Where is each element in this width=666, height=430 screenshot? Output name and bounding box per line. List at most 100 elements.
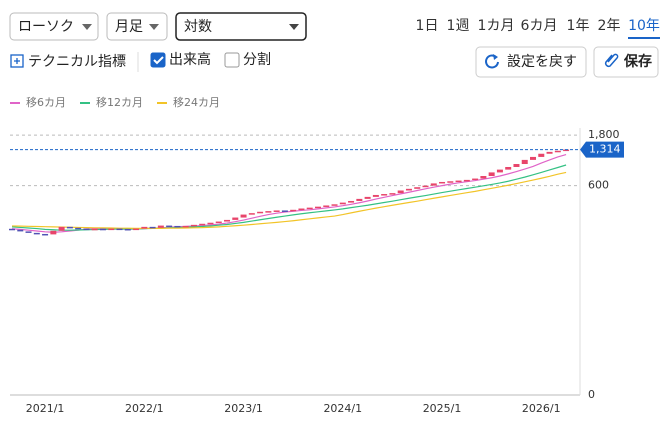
candle-body — [538, 153, 545, 157]
candle-body — [314, 206, 321, 209]
candle-body — [472, 178, 479, 181]
candle-body — [530, 156, 537, 160]
candle-body — [116, 228, 123, 231]
x-tick-label: 2026/1 — [522, 402, 561, 415]
save-button[interactable] — [593, 46, 659, 78]
candle-body — [133, 228, 140, 231]
candle-body — [174, 225, 181, 228]
candle-body — [199, 223, 206, 226]
candle-body — [447, 181, 454, 183]
candle-body — [364, 196, 371, 199]
y-tick-label: 600 — [588, 179, 609, 192]
candle-body — [521, 159, 528, 165]
dropdown[interactable] — [106, 12, 168, 41]
checkbox[interactable] — [150, 52, 166, 68]
candle-body — [397, 190, 404, 194]
x-tick-label: 2024/1 — [323, 402, 362, 415]
moving-average — [11, 153, 567, 233]
candle-body — [182, 225, 189, 228]
period-button[interactable]: 1カ月 — [478, 18, 515, 34]
moving-average — [11, 164, 567, 231]
period-button[interactable]: 1週 — [447, 18, 470, 34]
checkbox-label: 出来高 — [169, 51, 211, 68]
candle-body — [9, 228, 15, 231]
candle-body — [265, 211, 272, 213]
candle-body — [405, 188, 412, 191]
save-label: 保存 — [623, 53, 652, 70]
dropdown-label: 月足 — [115, 19, 143, 35]
legend-label: 移24カ月 — [173, 96, 220, 109]
volume-tick-label: 0 — [588, 388, 595, 401]
plus-icon — [14, 58, 20, 64]
reset-button[interactable] — [475, 46, 587, 78]
check-mark — [153, 56, 164, 65]
candle-body — [25, 231, 32, 233]
x-tick-label: 2025/1 — [423, 402, 462, 415]
moving-average — [11, 171, 567, 229]
reset-icon — [493, 54, 498, 60]
candle-body — [455, 180, 462, 183]
candle-body — [339, 202, 346, 205]
candle-body — [42, 233, 49, 236]
candle-body — [33, 232, 40, 235]
candle-body — [306, 207, 313, 210]
candle-body — [563, 149, 570, 152]
candle-body — [356, 198, 363, 201]
candle-body — [224, 219, 231, 222]
candle-body — [513, 164, 520, 167]
candle-body — [108, 228, 115, 231]
period-button[interactable]: 10年 — [628, 18, 660, 34]
period-button[interactable]: 6カ月 — [521, 18, 558, 34]
period-button[interactable]: 1年 — [567, 18, 590, 34]
candle-body — [414, 187, 421, 189]
candle-body — [422, 185, 429, 188]
dropdown-label: 対数 — [184, 19, 212, 35]
x-tick-label: 2021/1 — [26, 402, 65, 415]
candle-body — [58, 226, 65, 231]
legend-label: 移12カ月 — [96, 96, 143, 109]
caret — [82, 24, 92, 30]
candle-body — [554, 150, 561, 153]
plus-icon[interactable] — [10, 54, 24, 68]
candle-body — [240, 214, 247, 218]
dropdown-label: ローソク — [18, 19, 74, 35]
candle-body — [91, 228, 98, 231]
candle-body — [215, 221, 222, 224]
candle-body — [157, 225, 164, 228]
reset-icon — [485, 54, 499, 69]
checkbox-label: 分割 — [243, 51, 271, 68]
candle-body — [496, 169, 503, 173]
y-tick-label: 1,800 — [588, 128, 620, 141]
period-button[interactable]: 2年 — [598, 18, 621, 34]
candle-body — [257, 211, 264, 214]
candle-body — [546, 151, 553, 154]
candle-body — [248, 213, 255, 215]
candle-body — [281, 210, 288, 212]
candle-body — [389, 193, 396, 195]
candle-body — [50, 230, 57, 235]
reset-label: 設定を戻す — [507, 54, 577, 70]
candle-body — [207, 222, 214, 225]
candle-body — [75, 227, 82, 230]
checkbox[interactable] — [224, 52, 240, 68]
dropdown[interactable] — [9, 12, 99, 41]
candle-body — [439, 181, 446, 184]
candle-body — [83, 228, 90, 231]
technical-link[interactable]: テクニカル指標 — [28, 54, 126, 70]
candle-body — [381, 194, 388, 196]
candle-body — [430, 183, 437, 186]
candle-body — [480, 175, 487, 179]
x-tick-label: 2022/1 — [125, 402, 164, 415]
period-button[interactable]: 1日 — [416, 18, 439, 34]
candle-body — [232, 217, 239, 220]
candle-body — [17, 229, 24, 232]
caret — [289, 24, 299, 30]
last-price-tag — [580, 141, 624, 158]
candle-body — [331, 204, 338, 206]
candle-body — [273, 210, 280, 212]
candle-body — [463, 179, 470, 182]
dropdown[interactable] — [175, 12, 307, 41]
x-tick-label: 2023/1 — [224, 402, 263, 415]
candle-body — [66, 226, 73, 229]
